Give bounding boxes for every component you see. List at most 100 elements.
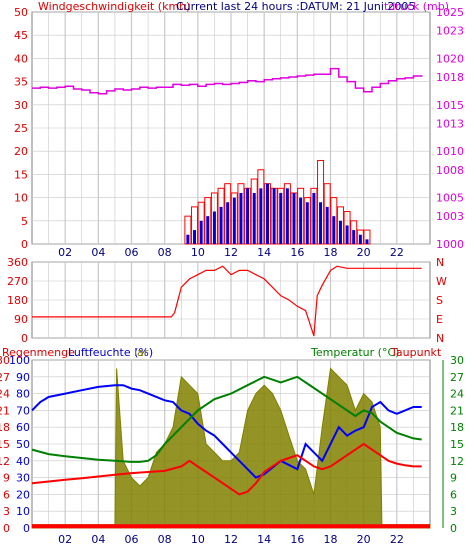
wind-speed-bar	[365, 239, 369, 244]
wind-speed-bar	[325, 206, 329, 244]
wind-speed-bar	[232, 197, 236, 244]
panel2-left-tick-label: 360	[7, 256, 28, 269]
wind-speed-bar	[252, 192, 256, 244]
humidity-series-line	[31, 384, 422, 479]
wind-speed-bar	[279, 192, 283, 244]
wind-speed-bar	[312, 192, 316, 244]
panel3-temp-tick-label: 9	[450, 472, 457, 485]
wind-speed-bar	[219, 206, 223, 244]
panel1-right-tick-label: 1000	[436, 238, 464, 251]
panel1-left-tick-label: 40	[14, 52, 28, 65]
wind-speed-bar	[338, 220, 342, 244]
wind-speed-bar	[206, 216, 210, 244]
panel3-rain-tick-label: 18	[0, 421, 10, 434]
wind-speed-bar	[358, 234, 362, 244]
panel3-x-tick-label: 10	[191, 533, 205, 546]
panel3-humidity-tick-label: 50	[16, 438, 30, 451]
panel2-right-tick-label: W	[436, 275, 447, 288]
panel3-humidity-tick-label: 60	[16, 421, 30, 434]
panel1-left-tick-label: 0	[21, 238, 28, 251]
wind-speed-bar	[212, 211, 216, 244]
panel2-left-tick-label: 180	[7, 294, 28, 307]
wind-speed-bar	[226, 202, 230, 244]
panel1-x-tick-label: 12	[224, 246, 238, 259]
panel3-x-tick-label: 02	[58, 533, 72, 546]
panel3-humidity-tick-label: 70	[16, 404, 30, 417]
panel1-right-tick-label: 1018	[436, 71, 464, 84]
panel1-x-tick-label: 06	[125, 246, 139, 259]
solar-area	[31, 367, 431, 529]
panel1-right-tick-label: 1008	[436, 164, 464, 177]
wind-speed-bar	[305, 202, 309, 244]
panel1-x-tick-label: 16	[290, 246, 304, 259]
panel3-x-tick-label: 20	[357, 533, 371, 546]
panel3-temp-tick-label: 18	[450, 421, 464, 434]
panel3-series	[31, 367, 431, 529]
panel1-right-tick-label: 1015	[436, 99, 464, 112]
panel3-temp-tick-label: 27	[450, 371, 464, 384]
wind-speed-bar	[199, 220, 203, 244]
panel3-x-tick-label: 04	[91, 533, 105, 546]
panel3-temp-tick-label: 15	[450, 438, 464, 451]
panel1-grid	[32, 11, 430, 245]
panel1-left-tick-label: 30	[14, 99, 28, 112]
rain-legend-label: Regenmenge	[2, 346, 75, 359]
panel2-left-tick-label: 270	[7, 275, 28, 288]
wind-axis-title: Windgeschwindigkeit (kmh)	[38, 0, 190, 13]
wind-speed-bar	[239, 192, 243, 244]
panel1-right-tick-label: 1010	[436, 145, 464, 158]
panel3-temp-tick-label: 30	[450, 354, 464, 367]
wind-speed-bar	[246, 188, 250, 244]
panel3-humidity-tick-label: 30	[16, 472, 30, 485]
wind-speed-bar	[193, 230, 197, 244]
panel1-left-tick-label: 5	[21, 215, 28, 228]
panel3-temp-tick-label: 3	[450, 505, 457, 518]
panel3-humidity-tick-label: 0	[23, 522, 30, 535]
panel3-temp-tick-label: 24	[450, 388, 464, 401]
panel3-rain-tick-label: 3	[3, 505, 10, 518]
axis-labels: 0510152025303540455010001003100510081010…	[0, 6, 464, 546]
panel3-humidity-tick-label: 20	[16, 488, 30, 501]
panel2-left-tick-label: 0	[21, 332, 28, 345]
panel3-x-tick-label: 12	[224, 533, 238, 546]
panel1-right-tick-label: 1003	[436, 210, 464, 223]
panel1-left-tick-label: 35	[14, 76, 28, 89]
wind-speed-bar	[292, 192, 296, 244]
wind-direction-line	[32, 265, 422, 337]
panel3-rain-tick-label: 24	[0, 388, 10, 401]
wind-speed-bar	[332, 216, 336, 244]
wind-speed-bar	[299, 197, 303, 244]
pressure-axis-title: tdruck (mb)	[384, 0, 449, 13]
panel1-x-tick-label: 18	[324, 246, 338, 259]
panel1-x-tick-label: 20	[357, 246, 371, 259]
panel3-x-tick-label: 16	[290, 533, 304, 546]
panel3-rain-tick-label: 0	[3, 522, 10, 535]
panel3-rain-tick-label: 12	[0, 455, 10, 468]
panel1-right-tick-label: 1020	[436, 52, 464, 65]
panel3-x-tick-label: 14	[257, 533, 271, 546]
panel1-x-tick-label: 10	[191, 246, 205, 259]
panel3-temp-tick-label: 12	[450, 455, 464, 468]
wind-speed-bar	[352, 230, 356, 244]
solar-legend-label: lar	[134, 346, 149, 359]
panel1-left-tick-label: 20	[14, 145, 28, 158]
panel3-temp-tick-label: 21	[450, 404, 464, 417]
panel3-temp-tick-label: 6	[450, 488, 457, 501]
panel3-x-tick-label: 22	[390, 533, 404, 546]
panel1-left-tick-label: 25	[14, 122, 28, 135]
panel1-x-tick-label: 08	[158, 246, 172, 259]
panel3-rain-tick-label: 30	[0, 354, 10, 367]
panel3-humidity-tick-label: 90	[16, 371, 30, 384]
pressure-series-line	[32, 67, 423, 95]
wind-speed-bar	[265, 183, 269, 244]
panel1-left-tick-label: 15	[14, 168, 28, 181]
panel2-right-tick-label: S	[436, 294, 443, 307]
dewpoint-series-line	[31, 442, 422, 496]
panel3-rain-tick-label: 6	[3, 488, 10, 501]
panel1-left-tick-label: 50	[14, 6, 28, 19]
panel2-right-tick-label: N	[436, 332, 444, 345]
panel3-rain-tick-label: 27	[0, 371, 10, 384]
panel1-x-tick-label: 02	[58, 246, 72, 259]
panel1-right-tick-label: 1013	[436, 117, 464, 130]
